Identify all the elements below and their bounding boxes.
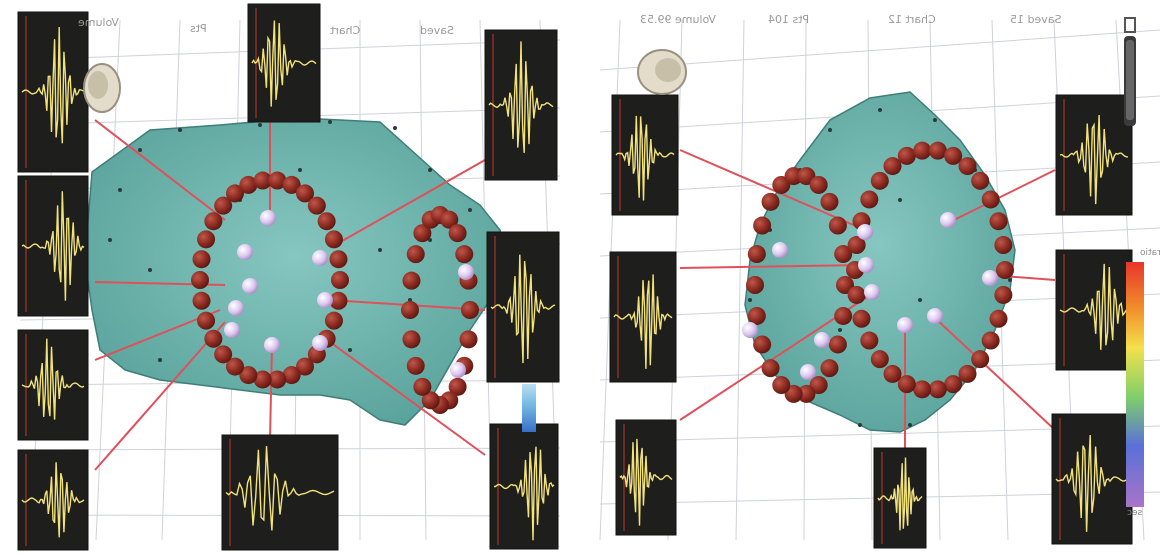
egm-panel (486, 231, 560, 383)
egm-panel (17, 449, 89, 551)
right-header-volume: Volume 99.53 (640, 13, 716, 26)
egm-panel (489, 423, 559, 550)
head-orientation-icon[interactable] (83, 63, 121, 113)
left-header-pts: Pts (190, 22, 207, 35)
color-scale-bar (1126, 262, 1144, 507)
egm-panel (1051, 413, 1133, 545)
egm-panel (17, 329, 89, 441)
egm-panel (1055, 249, 1133, 371)
electrogram-panels (17, 3, 1133, 551)
right-header-pts: Pts 104 (768, 13, 810, 26)
egm-panel (873, 447, 927, 549)
egm-panel (609, 251, 677, 383)
egm-panel (1055, 94, 1133, 216)
egm-panel (615, 419, 677, 536)
egm-panel (221, 434, 339, 551)
egm-panel (611, 94, 679, 216)
left-header-chart: Chart (330, 24, 361, 37)
leader-lines (94, 119, 1056, 471)
head-orientation-icon[interactable] (637, 49, 687, 95)
left-header-saved: Saved (420, 24, 454, 37)
egm-panel (17, 11, 89, 173)
ablation-lesions (191, 141, 1014, 414)
scale-bottom-label: sec (1127, 508, 1143, 518)
egm-panel (484, 29, 558, 181)
left-header-volume: Volume (78, 16, 119, 29)
egm-panel (247, 3, 321, 123)
right-header-chart: Chart 12 (888, 13, 936, 26)
egm-panel (17, 175, 89, 317)
site-tags (224, 210, 998, 380)
scale-top-label: ratio (1140, 248, 1161, 258)
color-strip-left (522, 384, 536, 432)
right-header-saved: Saved 15 (1010, 13, 1062, 26)
catheter-icon[interactable] (1124, 17, 1136, 126)
